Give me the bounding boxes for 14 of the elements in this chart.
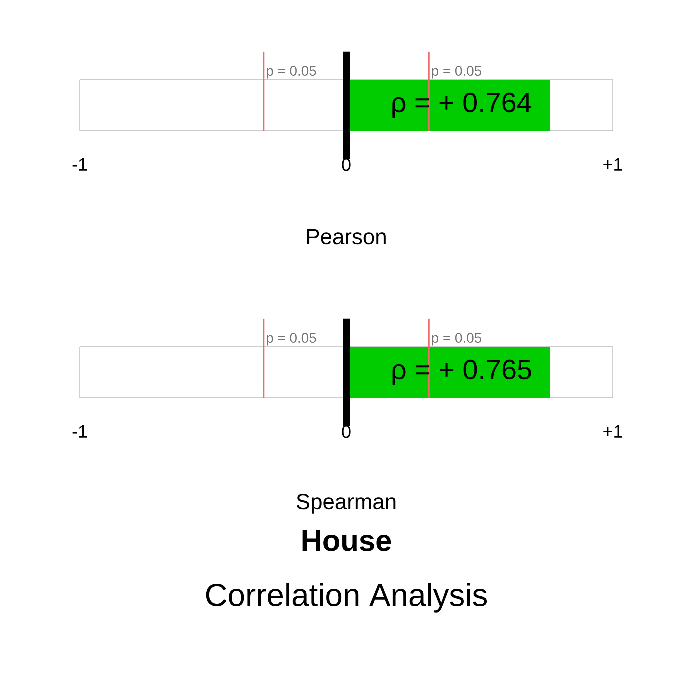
annotation: p = 0.05 — [432, 333, 482, 346]
annotation: p = 0.05 — [267, 333, 316, 346]
x-tick-label: 0 — [342, 158, 351, 172]
annotation: p = 0.05 — [432, 66, 482, 79]
text: Correlation Analysis — [206, 583, 488, 613]
x-tick-label: -1 — [72, 158, 88, 171]
x-axis-title: Spearman — [296, 494, 396, 514]
x-tick-label: +1 — [604, 426, 622, 438]
x-axis-title: Pearson — [307, 229, 386, 245]
x-tick-label: 0 — [342, 425, 351, 438]
x-tick-label: -1 — [72, 426, 88, 438]
x-tick-label: +1 — [604, 158, 622, 171]
text: House — [302, 530, 392, 552]
annotation: p = 0.05 — [267, 66, 316, 79]
